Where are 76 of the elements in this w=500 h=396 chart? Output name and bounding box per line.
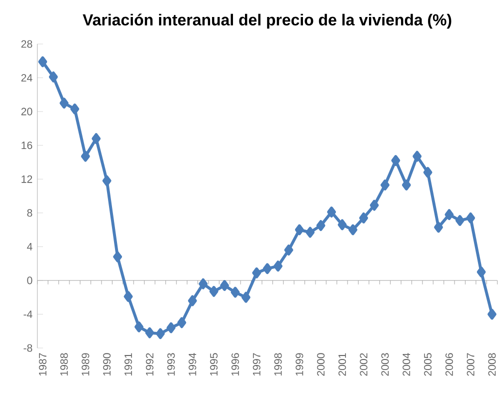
x-tick-label: 2006 [445, 353, 453, 376]
point [370, 200, 379, 211]
point [209, 286, 218, 297]
x-tick-label: 1995 [210, 353, 218, 376]
point [316, 220, 326, 231]
y-tick-label: 0 [27, 276, 32, 284]
point [423, 166, 432, 178]
x-tick-label: 1997 [252, 353, 260, 376]
point [466, 212, 476, 224]
x-tick-label: 2001 [338, 353, 346, 376]
point [380, 180, 390, 190]
point [327, 206, 336, 218]
point [81, 150, 90, 162]
x-tick-label: 2000 [317, 353, 325, 376]
point [124, 291, 133, 302]
x-tick-label: 1992 [146, 353, 154, 376]
y-tick-label: 24 [21, 74, 32, 82]
point [70, 104, 80, 114]
point [284, 244, 294, 256]
point [38, 56, 48, 68]
point [198, 278, 208, 290]
y-tick-label: 4 [26, 243, 32, 250]
point [60, 98, 69, 109]
x-tick-label: 2007 [466, 353, 474, 376]
point [166, 322, 176, 334]
x-tick-label: 1994 [188, 353, 196, 376]
point [113, 251, 122, 262]
point [156, 328, 165, 340]
y-tick-label: 12 [22, 175, 32, 183]
x-tick-label: 1991 [124, 353, 132, 376]
y-tick-label: -4 [24, 310, 32, 318]
x-tick-label: 1988 [60, 353, 68, 376]
point [102, 175, 112, 186]
point [92, 133, 101, 144]
point [230, 286, 240, 298]
point [252, 267, 262, 278]
point [455, 215, 464, 226]
x-tick-label: 1987 [38, 353, 46, 376]
y-tick-label: -8 [24, 344, 32, 352]
y-tick-label: 28 [21, 40, 32, 48]
y-tick-label: 16 [22, 142, 32, 150]
x-tick-label: 2008 [488, 353, 496, 376]
point [444, 209, 454, 220]
x-tick-label: 1996 [231, 353, 240, 376]
x-tick-label: 1989 [82, 353, 90, 376]
point [188, 295, 197, 306]
point [402, 180, 411, 190]
x-tick-label: 2004 [402, 353, 410, 376]
point [348, 224, 358, 236]
x-tick-label: 1999 [296, 353, 304, 376]
point [391, 155, 400, 166]
point [145, 327, 154, 338]
chart-title: Variación interanual del precio de la vivienda (%) [82, 14, 452, 29]
point [476, 266, 486, 278]
point [48, 71, 58, 82]
x-tick-label: 2005 [424, 353, 432, 376]
x-tick-label: 1993 [167, 353, 175, 376]
x-tick-label: 1990 [103, 353, 111, 376]
x-tick-label: 1998 [274, 353, 282, 376]
point [274, 260, 282, 272]
point [338, 219, 347, 230]
point [412, 150, 422, 162]
point [262, 263, 272, 274]
point [134, 321, 144, 332]
point [434, 222, 443, 233]
point [488, 308, 496, 320]
y-tick-label: 8 [27, 209, 32, 217]
point [220, 280, 229, 291]
point [306, 226, 315, 238]
point [294, 224, 304, 236]
point [177, 317, 186, 328]
y-tick-label: 20 [21, 108, 32, 116]
x-tick-label: 2003 [381, 353, 389, 376]
x-tick-label: 2002 [360, 353, 368, 376]
point [241, 292, 250, 303]
point [359, 212, 368, 224]
